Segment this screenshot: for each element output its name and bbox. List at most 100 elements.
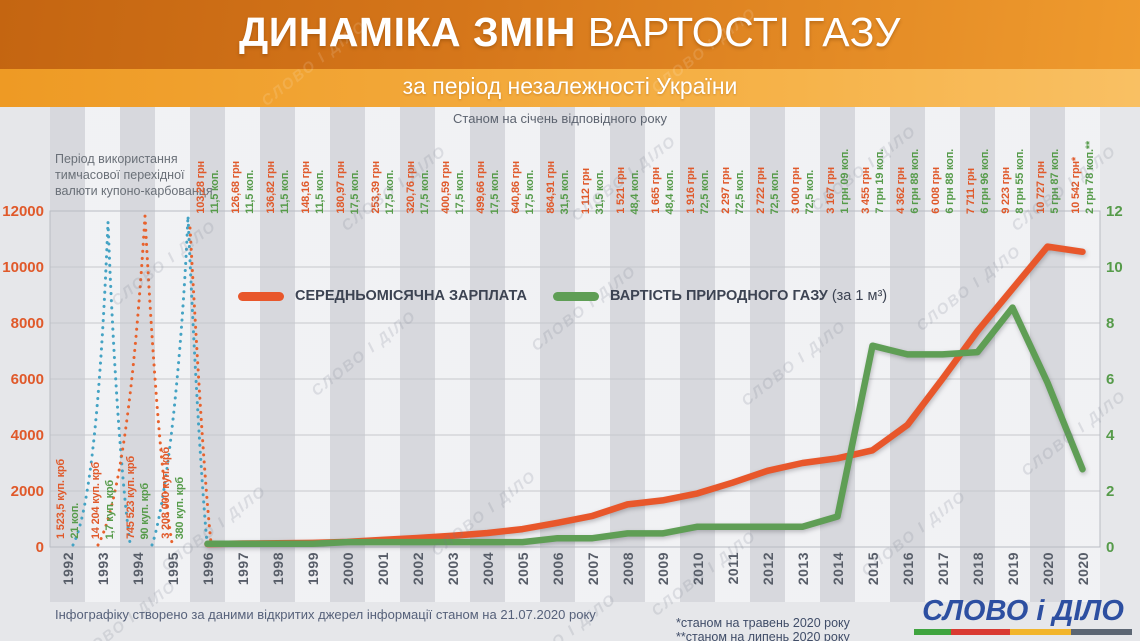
value-label-column: 148,16 грн 11,5 коп.: [299, 118, 327, 214]
gas-value-label: 11,5 коп.: [313, 170, 326, 214]
year-tick-label: 2020: [1039, 552, 1056, 586]
gas-value-label: 1,7 куп. крб: [103, 479, 116, 539]
year-tick-label: 2002: [409, 552, 426, 586]
page-title-rest: ВАРТОСТІ ГАЗУ: [587, 9, 901, 55]
gas-value-label: 6 грн 88 коп.: [908, 149, 921, 214]
salary-value-label: 3 000 грн: [789, 167, 802, 214]
value-label-column: 253,39 грн 17,5 коп.: [369, 118, 397, 214]
left-axis-tick: 0: [35, 539, 44, 556]
year-tick-label: 1992: [59, 552, 76, 586]
year-tick-label: 2016: [899, 552, 916, 586]
dotted-spike: [188, 226, 213, 545]
value-label-column: 400,59 грн 17,5 коп.: [439, 118, 467, 214]
salary-value-label: 499,66 грн: [474, 161, 487, 214]
salary-value-label: 6 008 грн: [929, 167, 942, 214]
legend-item-gas: ВАРТІСТЬ ПРИРОДНОГО ГАЗУ (за 1 м³): [552, 288, 887, 304]
gas-value-label: 8 грн 55 коп.: [1013, 149, 1026, 214]
salary-value-label: 3 167 грн: [824, 167, 837, 214]
year-tick-label: 1994: [129, 552, 146, 586]
kupon-currency-note: Період використання тимчасової перехідно…: [55, 151, 213, 199]
gas-value-label: 72,5 коп.: [698, 169, 711, 214]
value-label-column: 2 297 грн 72,5 коп.: [719, 118, 747, 214]
value-label-column: 126,68 грн 11,5 коп.: [229, 118, 257, 214]
gas-value-label: 2 грн 78 коп.**: [1083, 141, 1096, 214]
gas-value-label: 72,5 коп.: [768, 169, 781, 214]
year-tick-label: 2006: [549, 552, 566, 586]
salary-value-label: 2 722 грн: [754, 167, 767, 214]
header: ДИНАМІКА ЗМІН ВАРТОСТІ ГАЗУ за період не…: [0, 0, 1140, 107]
salary-value-label: 745 523 куп. крб: [124, 455, 137, 539]
legend-salary-swatch: [238, 291, 284, 301]
salary-value-label: 1 112 грн: [579, 167, 592, 214]
year-tick-label: 1997: [234, 552, 251, 586]
karbovanets-dotted-spikes: [71, 215, 213, 547]
left-axis-tick: 12000: [2, 203, 44, 220]
year-tick-label: 2014: [829, 552, 846, 586]
year-tick-label: 2000: [339, 552, 356, 586]
year-tick-label: 2007: [584, 552, 601, 586]
salary-value-label: 3 455 грн: [859, 167, 872, 214]
left-axis-tick: 2000: [10, 483, 44, 500]
year-tick-label: 2019: [1004, 552, 1021, 586]
series-lines: [204, 243, 1086, 548]
value-label-column: 320,76 грн 17,5 коп.: [404, 118, 432, 214]
salary-value-label: 2 297 грн: [719, 167, 732, 214]
right-axis-tick: 6: [1106, 371, 1115, 388]
value-label-column: 6 008 грн 6 грн 88 коп.: [929, 118, 957, 214]
gas-value-label: 1 грн 09 коп.: [838, 149, 851, 214]
footnote-july: **станом на липень 2020 року: [676, 629, 850, 641]
year-tick-label: 2020: [1074, 552, 1091, 586]
kupon-note-line: валюти купоно-карбованця: [55, 184, 213, 198]
karbovanets-label-column: 3 208 000 куп. крб 380 куп. крб: [159, 415, 187, 539]
value-label-column: 864,91 грн 31,5 коп.: [544, 118, 572, 214]
salary-value-label: 320,76 грн: [404, 161, 417, 214]
value-label-column: 3 455 грн 7 грн 19 коп.: [859, 118, 887, 214]
salary-value-label: 10 542 грн*: [1069, 157, 1082, 214]
salary-value-label: 1 665 грн: [649, 167, 662, 214]
year-tick-label: 2004: [479, 552, 496, 586]
value-label-column: 4 362 грн 6 грн 88 коп.: [894, 118, 922, 214]
year-tick-label: 2010: [689, 552, 706, 586]
gas-value-label: 48,4 коп.: [628, 169, 641, 214]
year-tick-label: 2008: [619, 552, 636, 586]
salary-value-label: 1 523,5 куп. крб: [54, 459, 67, 539]
year-tick-label: 2003: [444, 552, 461, 586]
legend-gas-unit: (за 1 м³): [831, 288, 888, 304]
legend-salary-label: СЕРЕДНЬОМІСЯЧНА ЗАРПЛАТА: [295, 288, 527, 304]
year-tick-label: 2018: [969, 552, 986, 586]
value-label-column: 2 722 грн 72,5 коп.: [754, 118, 782, 214]
gas-value-label: 31,5 коп.: [593, 169, 606, 214]
right-axis-tick: 12: [1106, 203, 1123, 220]
year-tick-label: 1995: [164, 552, 181, 586]
gas-value-label: 48,4 коп.: [663, 169, 676, 214]
value-label-column: 3 167 грн 1 грн 09 коп.: [824, 118, 852, 214]
left-axis-tick: 6000: [10, 371, 44, 388]
left-axis-tick: 8000: [10, 315, 44, 332]
karbovanets-label-column: 1 523,5 куп. крб 21 коп.: [54, 415, 82, 539]
year-tick-label: 2013: [794, 552, 811, 586]
dotted-spike: [71, 221, 132, 547]
legend-gas-label: ВАРТІСТЬ ПРИРОДНОГО ГАЗУ (за 1 м³): [610, 288, 887, 304]
year-tick-label: 1996: [199, 552, 216, 586]
year-tick-label: 2015: [864, 552, 881, 586]
karbovanets-label-column: 14 204 куп. крб 1,7 куп. крб: [89, 415, 117, 539]
value-label-column: 180,97 грн 17,5 коп.: [334, 118, 362, 214]
kupon-note-line: Період використання: [55, 152, 178, 166]
gas-value-label: 17,5 коп.: [453, 169, 466, 214]
left-axis-tick: 4000: [10, 427, 44, 444]
gas-value-label: 17,5 коп.: [348, 169, 361, 214]
gas-value-label: 17,5 коп.: [488, 169, 501, 214]
salary-value-label: 253,39 грн: [369, 161, 382, 214]
salary-value-label: 864,91 грн: [544, 161, 557, 214]
salary-value-label: 640,86 грн: [509, 161, 522, 214]
gas-value-label: 6 грн 96 коп.: [978, 149, 991, 214]
gas-value-label: 11,5 коп.: [208, 170, 221, 214]
gas-value-label: 72,5 коп.: [803, 169, 816, 214]
year-tick-label: 2009: [654, 552, 671, 586]
right-axis-tick: 2: [1106, 483, 1115, 500]
slovoidilo-logo: СЛОВО і ДІЛО: [914, 595, 1132, 635]
legend-gas-swatch: [552, 291, 599, 301]
salary-value-label: 10 727 грн: [1034, 161, 1047, 214]
year-tick-label: 1993: [94, 552, 111, 586]
